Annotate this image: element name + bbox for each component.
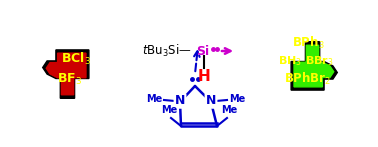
Polygon shape <box>43 50 89 98</box>
Text: BCl$_3$: BCl$_3$ <box>61 51 91 67</box>
Text: Me: Me <box>161 105 177 115</box>
Text: H: H <box>198 69 211 83</box>
Text: $t$Bu$_3$Si—: $t$Bu$_3$Si— <box>142 43 192 59</box>
Text: Me: Me <box>221 105 237 115</box>
Text: BPhBr$_2$: BPhBr$_2$ <box>284 71 332 87</box>
Text: Si: Si <box>196 45 209 57</box>
Polygon shape <box>46 53 86 95</box>
Text: Me: Me <box>229 94 245 104</box>
Text: BF$_3$: BF$_3$ <box>57 71 82 87</box>
Text: Me: Me <box>146 94 162 104</box>
Polygon shape <box>294 45 334 87</box>
Polygon shape <box>291 42 337 90</box>
Text: N: N <box>206 95 216 107</box>
Text: N: N <box>175 95 185 107</box>
Text: BPh$_3$: BPh$_3$ <box>292 35 324 51</box>
Text: N: N <box>206 95 216 107</box>
Text: BH$_3$ BBr$_3$: BH$_3$ BBr$_3$ <box>278 54 334 68</box>
Text: N: N <box>175 95 185 107</box>
